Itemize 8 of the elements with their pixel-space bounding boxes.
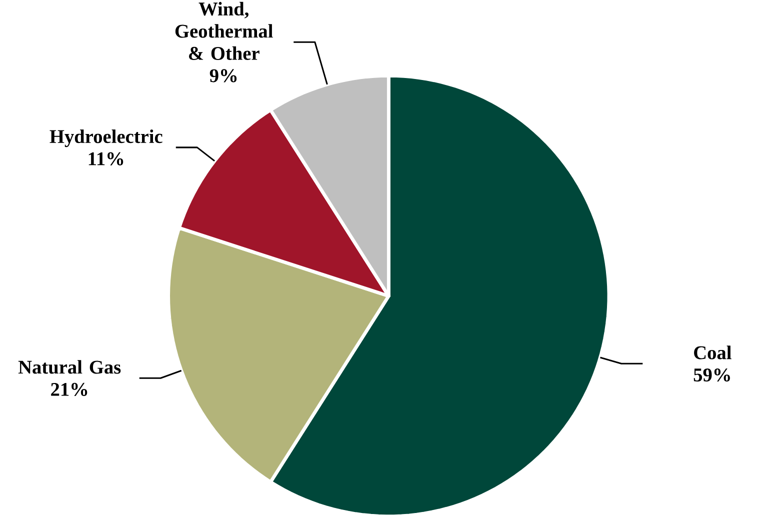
data-label: 11% xyxy=(88,152,124,166)
data-label: 59% xyxy=(694,368,730,382)
data-label: 21% xyxy=(51,382,88,396)
slice-label: Wind, Geothermal & Other xyxy=(175,2,273,60)
slice-label: Natural Gas xyxy=(18,360,121,374)
slice-label: Hydroelectric xyxy=(50,130,162,148)
slice-label: Coal xyxy=(694,346,732,360)
data-label: 9% xyxy=(210,69,237,82)
